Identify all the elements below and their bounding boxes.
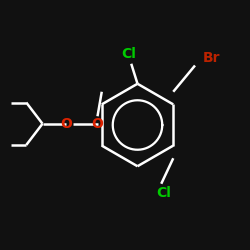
Text: O: O [92, 117, 104, 131]
Text: Br: Br [202, 51, 220, 65]
Text: O: O [60, 117, 72, 131]
Text: Cl: Cl [156, 186, 171, 200]
Text: Cl: Cl [121, 47, 136, 61]
